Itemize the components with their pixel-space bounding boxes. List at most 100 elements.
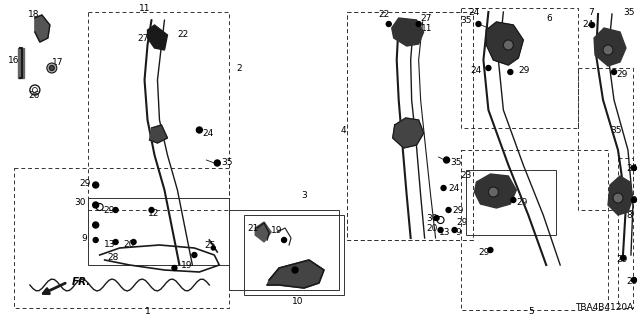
- Circle shape: [589, 22, 595, 28]
- Text: 27: 27: [138, 34, 149, 43]
- Circle shape: [434, 215, 439, 220]
- Circle shape: [511, 197, 516, 203]
- Text: TBA4B4120A: TBA4B4120A: [575, 303, 633, 312]
- Text: 7: 7: [588, 7, 594, 17]
- Circle shape: [632, 197, 636, 203]
- Text: 25: 25: [204, 241, 216, 250]
- Text: 35: 35: [221, 157, 233, 166]
- Text: 12: 12: [148, 209, 159, 218]
- Text: 11: 11: [420, 23, 432, 33]
- Circle shape: [113, 207, 118, 212]
- Circle shape: [149, 207, 154, 212]
- Polygon shape: [594, 28, 626, 66]
- Text: 29: 29: [626, 196, 637, 204]
- Text: 4: 4: [341, 125, 346, 134]
- Text: 23: 23: [461, 171, 472, 180]
- Text: 35: 35: [451, 157, 462, 166]
- Text: 29: 29: [452, 205, 464, 214]
- Bar: [578, 68, 633, 210]
- Text: 29: 29: [456, 218, 468, 227]
- Text: 29: 29: [516, 197, 528, 206]
- Text: 20: 20: [427, 223, 438, 233]
- Text: 24: 24: [470, 66, 482, 75]
- Text: 30: 30: [427, 213, 438, 222]
- Bar: [467, 170, 556, 235]
- Text: 24: 24: [468, 7, 480, 17]
- Bar: [618, 158, 633, 308]
- Circle shape: [172, 266, 177, 270]
- Bar: [88, 198, 229, 265]
- Circle shape: [446, 207, 451, 212]
- Circle shape: [621, 255, 625, 260]
- Text: 2: 2: [236, 63, 242, 73]
- Text: 24: 24: [449, 183, 460, 193]
- Bar: [244, 215, 344, 295]
- Polygon shape: [608, 176, 633, 215]
- Text: 11: 11: [139, 4, 150, 12]
- Circle shape: [131, 239, 136, 244]
- Circle shape: [387, 21, 391, 27]
- Bar: [88, 12, 229, 210]
- Text: 35: 35: [610, 125, 621, 134]
- Circle shape: [613, 193, 623, 203]
- Circle shape: [192, 252, 197, 258]
- Text: FR.: FR.: [72, 277, 91, 287]
- Text: 3: 3: [301, 190, 307, 199]
- Bar: [14, 168, 229, 308]
- Text: 29: 29: [104, 205, 115, 214]
- Circle shape: [508, 69, 513, 75]
- Circle shape: [504, 40, 513, 50]
- Text: 10: 10: [292, 298, 303, 307]
- Text: 28: 28: [108, 252, 119, 261]
- Circle shape: [632, 277, 636, 283]
- Bar: [461, 150, 608, 310]
- Text: 22: 22: [177, 29, 189, 38]
- Text: 29: 29: [616, 255, 627, 265]
- Text: 29: 29: [616, 69, 627, 78]
- Text: 17: 17: [52, 58, 63, 67]
- Polygon shape: [255, 222, 271, 242]
- Text: 20: 20: [124, 239, 135, 249]
- Circle shape: [196, 127, 202, 133]
- Text: 29: 29: [518, 66, 530, 75]
- Circle shape: [93, 222, 99, 228]
- Text: 21: 21: [247, 223, 259, 233]
- Circle shape: [47, 63, 57, 73]
- Text: 19: 19: [271, 226, 283, 235]
- Text: 19: 19: [181, 260, 193, 269]
- Circle shape: [611, 69, 616, 75]
- Text: 24: 24: [626, 164, 637, 172]
- Polygon shape: [267, 260, 324, 288]
- Circle shape: [49, 66, 54, 70]
- Polygon shape: [474, 174, 516, 208]
- Bar: [229, 210, 339, 290]
- Text: 16: 16: [8, 55, 19, 65]
- Text: 30: 30: [75, 197, 86, 206]
- Text: 1: 1: [145, 308, 150, 316]
- Text: 5: 5: [528, 308, 534, 316]
- Circle shape: [93, 202, 99, 208]
- Circle shape: [113, 239, 118, 244]
- Circle shape: [282, 237, 287, 243]
- Text: 29: 29: [80, 179, 91, 188]
- Polygon shape: [35, 15, 50, 42]
- Text: 26: 26: [28, 91, 39, 100]
- Circle shape: [488, 187, 499, 197]
- Circle shape: [632, 165, 636, 171]
- Text: 29: 29: [285, 268, 296, 276]
- Polygon shape: [392, 18, 424, 46]
- Text: 18: 18: [28, 10, 40, 19]
- Polygon shape: [18, 48, 24, 78]
- Text: 13: 13: [104, 239, 115, 249]
- Circle shape: [438, 228, 443, 233]
- Text: 22: 22: [379, 10, 390, 19]
- Circle shape: [603, 45, 613, 55]
- Circle shape: [93, 237, 98, 243]
- Circle shape: [444, 157, 449, 163]
- Text: 8: 8: [626, 211, 632, 220]
- Circle shape: [488, 247, 493, 252]
- Text: 6: 6: [546, 13, 552, 22]
- Polygon shape: [486, 22, 524, 65]
- Circle shape: [452, 228, 457, 233]
- Text: 9: 9: [456, 228, 461, 236]
